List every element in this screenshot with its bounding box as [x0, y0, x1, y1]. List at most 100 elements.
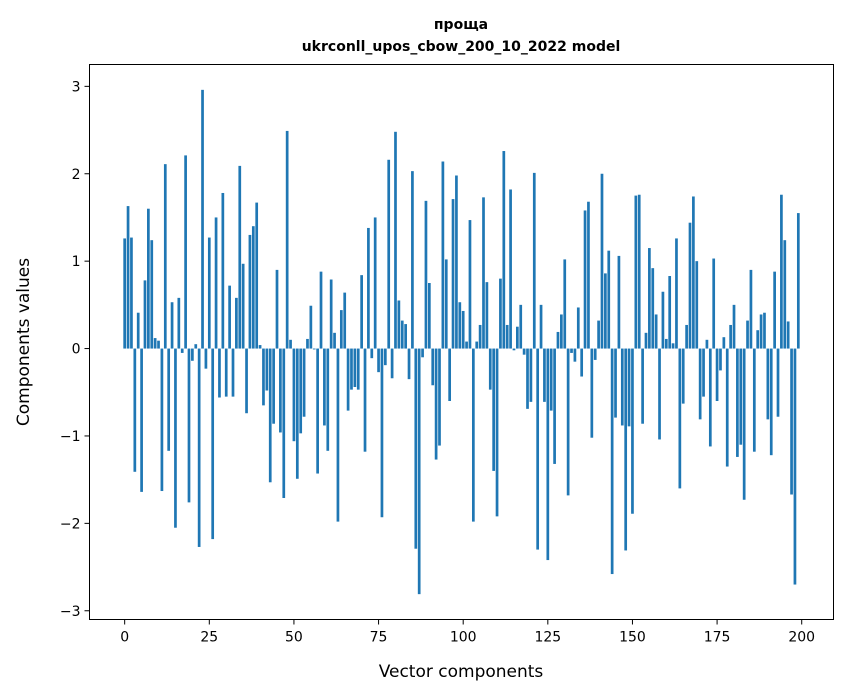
- bar-component-102: [468, 220, 472, 349]
- bar-component-61: [329, 279, 333, 349]
- bar-component-17: [180, 348, 184, 353]
- bar-component-103: [471, 348, 475, 522]
- bar-component-118: [522, 348, 526, 355]
- bar-component-11: [160, 348, 164, 492]
- bar-component-121: [532, 172, 536, 349]
- bar-component-164: [678, 348, 682, 489]
- bar-component-104: [475, 341, 479, 349]
- bar-component-6: [143, 280, 147, 349]
- bar-component-105: [478, 324, 482, 349]
- bar-component-74: [373, 217, 377, 349]
- bar-component-62: [333, 332, 336, 349]
- bar-component-40: [258, 345, 262, 349]
- bar-component-166: [685, 324, 688, 349]
- bar-component-56: [312, 348, 316, 350]
- bar-component-66: [346, 348, 350, 411]
- bar-component-152: [637, 194, 641, 349]
- x-tick-label: 75: [370, 630, 388, 646]
- bar-component-149: [627, 348, 631, 427]
- bar-component-101: [465, 341, 468, 349]
- bar-component-83: [404, 324, 407, 349]
- bar-component-173: [708, 348, 712, 447]
- bar-component-87: [417, 348, 421, 595]
- bar-component-64: [339, 310, 343, 349]
- bar-component-67: [350, 348, 353, 390]
- bar-component-127: [553, 348, 556, 464]
- bar-component-147: [620, 348, 624, 426]
- bar-component-2: [130, 237, 133, 349]
- bar-component-36: [245, 348, 248, 414]
- bar-component-57: [316, 348, 319, 474]
- bar-component-115: [512, 348, 516, 351]
- bars-group: [123, 89, 800, 595]
- bar-component-28: [218, 348, 221, 398]
- bar-component-122: [536, 348, 540, 550]
- bar-component-79: [390, 348, 394, 379]
- bar-component-71: [363, 348, 367, 452]
- bar-component-135: [580, 348, 584, 377]
- chart-title-line-2: ukrconll_upos_cbow_200_10_2022 model: [302, 39, 621, 55]
- bar-component-75: [377, 348, 380, 373]
- bar-component-112: [502, 151, 506, 349]
- bar-component-84: [407, 348, 411, 380]
- bar-component-15: [174, 348, 177, 528]
- bar-component-143: [607, 250, 611, 349]
- x-tick-label: 50: [285, 630, 303, 646]
- bar-component-77: [383, 348, 387, 366]
- bar-component-178: [725, 348, 729, 467]
- bar-component-5: [140, 348, 143, 492]
- bar-component-26: [211, 348, 215, 540]
- bar-component-63: [336, 348, 340, 522]
- bar-component-186: [752, 348, 756, 452]
- bar-component-9: [153, 338, 157, 349]
- bar-component-111: [499, 278, 502, 349]
- x-tick-label: 150: [619, 630, 646, 646]
- bar-component-18: [184, 155, 187, 349]
- y-tick-label: 2: [72, 167, 81, 183]
- bar-component-42: [265, 348, 269, 391]
- bar-component-131: [566, 348, 570, 496]
- bar-component-47: [282, 348, 286, 499]
- bar-component-158: [658, 348, 661, 440]
- y-tick-label: −3: [60, 604, 81, 620]
- y-tick-label: 3: [72, 79, 81, 95]
- bar-component-35: [241, 263, 245, 349]
- bar-component-110: [495, 348, 499, 517]
- bar-component-53: [302, 348, 306, 417]
- bar-component-109: [492, 348, 496, 471]
- bar-component-107: [485, 282, 489, 349]
- y-tick-label: 1: [72, 254, 81, 270]
- bar-component-150: [631, 348, 634, 514]
- y-axis-label: Components values: [14, 258, 34, 426]
- bar-component-168: [692, 196, 695, 349]
- bar-component-22: [197, 348, 201, 547]
- bar-component-91: [431, 348, 435, 386]
- bar-component-185: [749, 269, 753, 349]
- bar-component-113: [505, 324, 509, 349]
- bar-component-82: [400, 320, 404, 349]
- bar-component-65: [343, 292, 347, 349]
- bar-component-92: [434, 348, 438, 460]
- bar-component-171: [702, 348, 705, 397]
- bar-component-194: [780, 194, 783, 349]
- bar-component-51: [295, 348, 299, 479]
- bar-component-172: [705, 339, 709, 349]
- bar-component-116: [516, 326, 519, 349]
- bar-component-12: [163, 164, 167, 349]
- bar-component-193: [776, 348, 780, 417]
- y-tick-label: −1: [60, 429, 81, 445]
- bar-component-80: [394, 131, 397, 349]
- bar-component-37: [248, 234, 252, 349]
- bar-component-114: [509, 189, 512, 349]
- bar-component-184: [746, 320, 749, 349]
- bar-component-145: [614, 348, 617, 418]
- bar-component-167: [688, 222, 692, 349]
- bar-component-165: [681, 348, 685, 404]
- bar-component-117: [519, 304, 523, 349]
- bar-component-162: [671, 343, 675, 349]
- bar-component-151: [634, 195, 638, 349]
- bar-component-132: [570, 348, 573, 353]
- bar-component-198: [793, 348, 797, 585]
- bar-component-59: [323, 348, 326, 426]
- bar-component-137: [587, 201, 590, 349]
